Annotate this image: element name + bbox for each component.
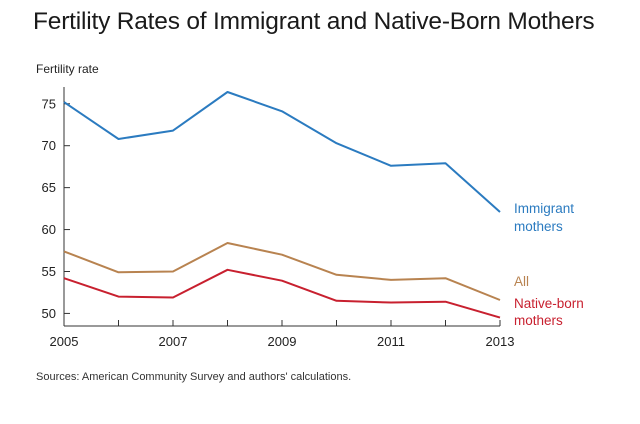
x-ticks: 2005 2007 2009 2011 2013 (50, 320, 515, 349)
series-label: Native-born (514, 296, 584, 311)
x-tick-label: 2013 (486, 334, 515, 349)
y-tick-label: 60 (42, 222, 56, 237)
x-tick-label: 2007 (159, 334, 188, 349)
x-tick-label: 2011 (377, 334, 405, 349)
y-tick-label: 70 (42, 138, 56, 153)
series-label: mothers (514, 313, 563, 328)
source-note: Sources: American Community Survey and a… (36, 371, 352, 383)
y-tick-label: 75 (42, 96, 56, 111)
x-tick-label: 2009 (268, 334, 297, 349)
x-tick-label: 2005 (50, 334, 79, 349)
y-tick-label: 50 (42, 306, 56, 321)
y-ticks: 50 55 60 65 70 75 (42, 96, 70, 321)
series-labels: Immigrant mothers All Native-born mothers (514, 201, 584, 328)
y-tick-label: 55 (42, 264, 56, 279)
series-label: mothers (514, 219, 563, 234)
series-label: Immigrant (514, 201, 574, 216)
y-axis-label: Fertility rate (36, 62, 99, 76)
y-tick-label: 65 (42, 180, 56, 195)
series-line-native-born-mothers (63, 268, 501, 319)
chart-title: Fertility Rates of Immigrant and Native-… (33, 8, 595, 35)
series-line-immigrant-mothers (63, 91, 501, 213)
series-lines (63, 91, 501, 319)
series-label: All (514, 274, 529, 289)
series-line-all (63, 242, 501, 301)
